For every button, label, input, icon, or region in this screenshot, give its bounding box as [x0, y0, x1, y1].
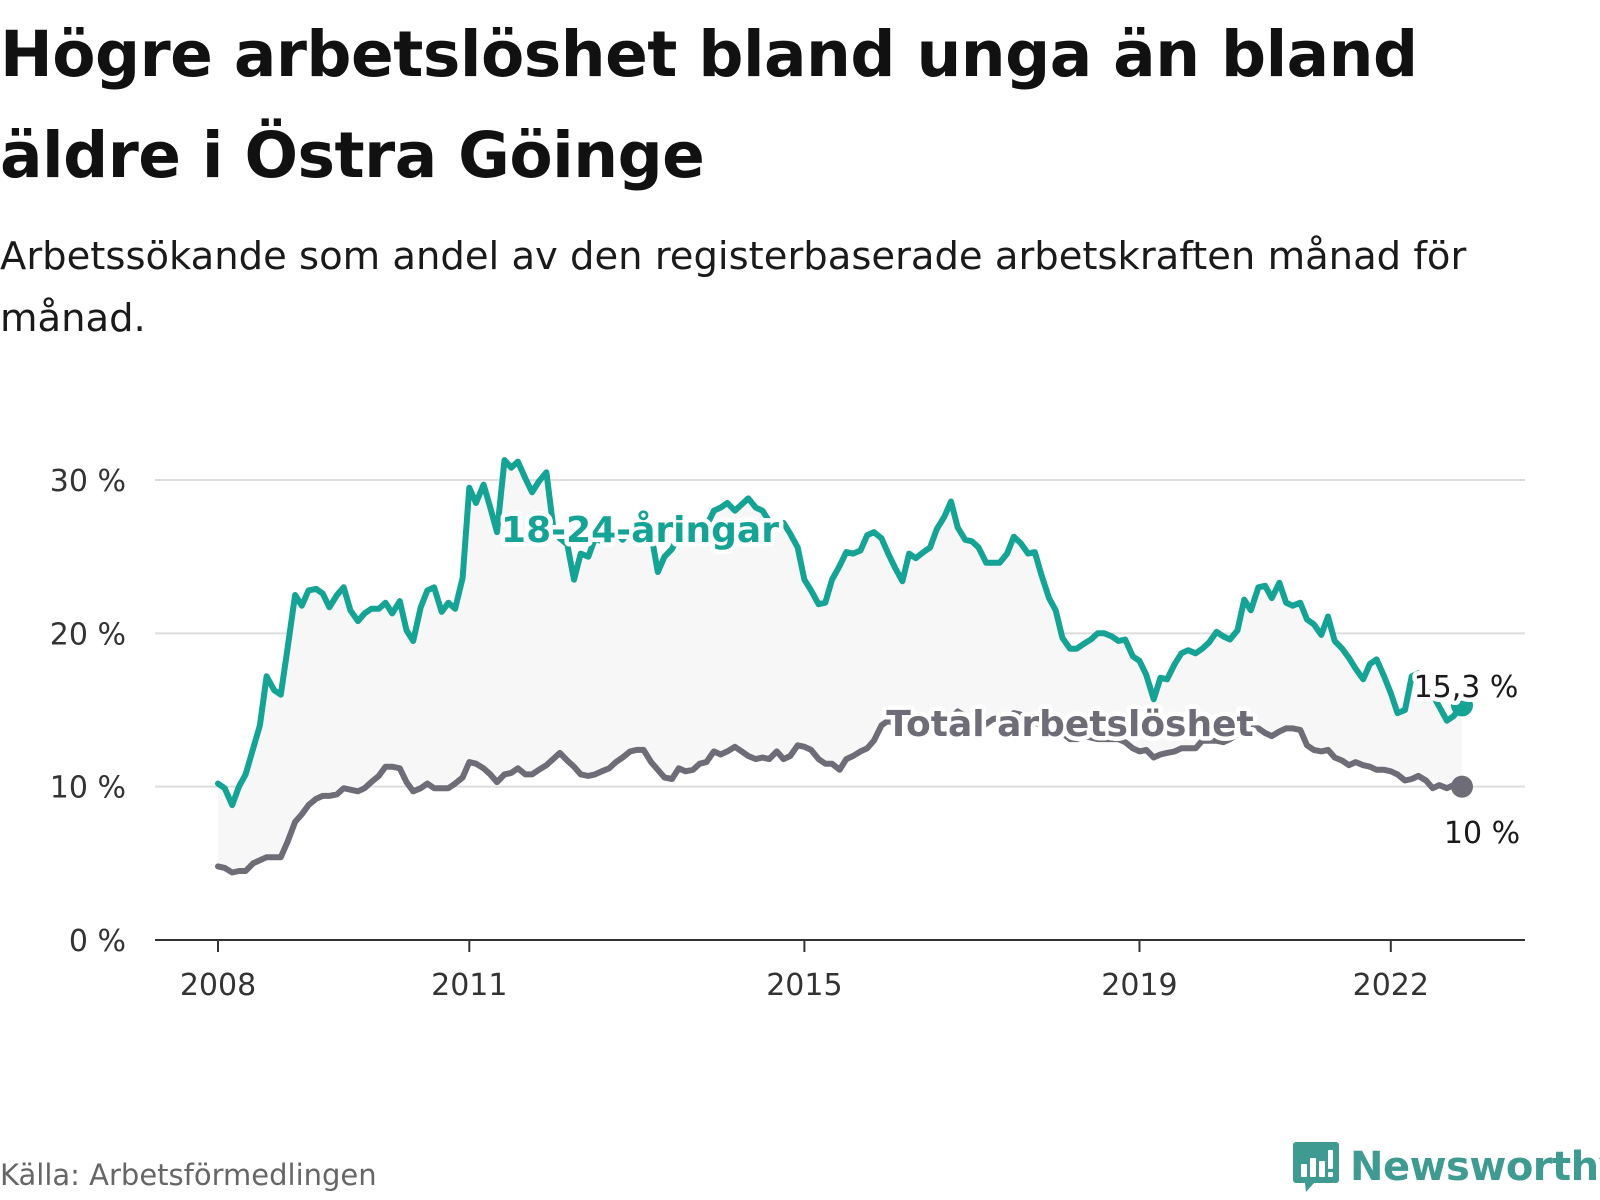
- x-tick-label: 2015: [766, 968, 842, 1003]
- page-title: Högre arbetslöshet bland unga än bland ä…: [0, 18, 1418, 192]
- y-tick-label: 0 %: [69, 924, 126, 959]
- youth-series-label: 18-24-åringar: [501, 510, 779, 551]
- x-tick-label: 2008: [180, 968, 256, 1003]
- brand-logo: Newsworthy: [1292, 1140, 1600, 1194]
- range-band-area: [218, 460, 1462, 873]
- y-tick-label: 10 %: [50, 771, 126, 806]
- x-tick-label: 2019: [1101, 968, 1177, 1003]
- brand-name: Newsworthy: [1350, 1144, 1600, 1190]
- page-subtitle: Arbetssökande som andel av den registerb…: [0, 234, 1467, 341]
- source-note: Källa: Arbetsförmedlingen: [0, 1158, 377, 1192]
- total-series-line: [215, 708, 1465, 876]
- youth-end-label: 15,3 %: [1414, 670, 1519, 705]
- y-tick-label: 30 %: [50, 464, 126, 499]
- chart-labels: 18-24-åringar Total arbetslöshet 15,3 % 10 …: [497, 506, 1525, 856]
- newsworthy-logo-icon: [1293, 1142, 1339, 1192]
- youth-series-line: [215, 457, 1465, 809]
- axes: 0 % 10 % 20 % 30 % 2008 2011 2015 2019 2022: [50, 464, 1525, 1003]
- total-end-label: 10 %: [1444, 816, 1520, 851]
- range-band: [218, 460, 1462, 873]
- line-chart: 0 % 10 % 20 % 30 % 2008 2011 2015 2019 2022 18-2…: [50, 457, 1525, 1003]
- total-end-point: [1451, 775, 1473, 798]
- x-tick-label: 2011: [431, 968, 507, 1003]
- y-tick-label: 20 %: [50, 617, 126, 652]
- youth-end-point: [1451, 694, 1473, 717]
- x-tick-label: 2022: [1353, 968, 1429, 1003]
- series-lines: [215, 457, 1473, 876]
- total-series-label: Total arbetslöshet: [886, 704, 1254, 745]
